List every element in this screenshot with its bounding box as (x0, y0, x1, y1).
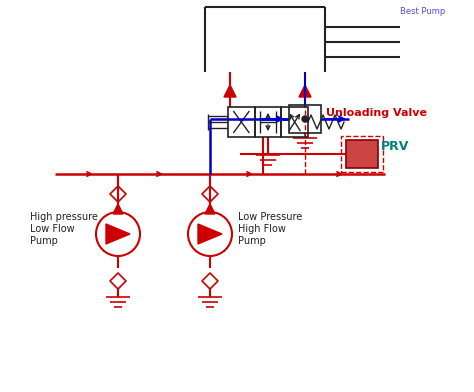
Text: Best Pump: Best Pump (400, 7, 445, 16)
Polygon shape (299, 85, 311, 97)
Text: PRV: PRV (381, 140, 410, 153)
Text: High pressure
Low Flow
Pump: High pressure Low Flow Pump (30, 212, 98, 246)
Polygon shape (198, 224, 222, 244)
Circle shape (302, 116, 308, 122)
Bar (228, 107, 255, 137)
Bar (255, 107, 282, 137)
Text: Low Pressure
High Flow
Pump: Low Pressure High Flow Pump (238, 212, 302, 246)
Bar (289, 105, 321, 133)
Bar (282, 107, 308, 137)
Polygon shape (106, 224, 130, 244)
Bar (346, 140, 378, 168)
Bar (341, 136, 383, 172)
Polygon shape (205, 204, 215, 214)
Text: Unloading Valve: Unloading Valve (326, 108, 427, 118)
Polygon shape (113, 204, 123, 214)
Polygon shape (224, 85, 236, 97)
